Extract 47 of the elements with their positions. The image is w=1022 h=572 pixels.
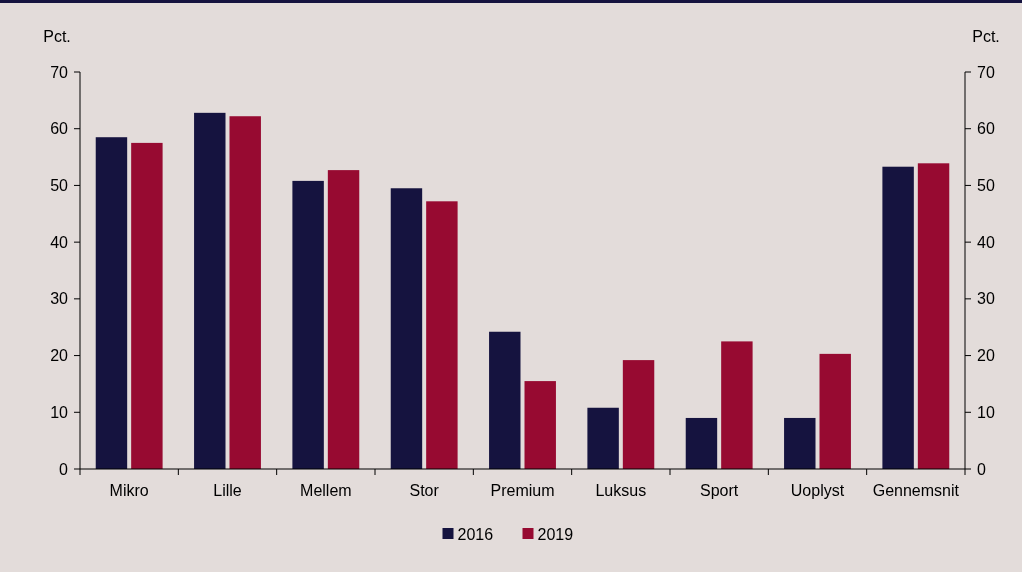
bar [131,142,163,469]
y2-axis-title: Pct. [972,28,1000,45]
bar [327,170,360,469]
bar [784,417,816,469]
y2-tick-label: 30 [977,290,995,308]
x-tick-label: Premium [490,482,555,499]
x-tick-label: Sport [700,482,739,499]
bar [721,341,753,469]
bar [426,201,458,469]
x-tick-label: Gennemsnit [872,482,960,499]
legend-label: 2016 [457,525,494,543]
bar [390,188,423,469]
bar [229,116,261,469]
bar [882,166,914,469]
y2-tick-label: 40 [977,233,995,251]
x-tick-label: Luksus [595,482,647,499]
y-tick-label: 0 [59,460,69,478]
y-tick-label: 20 [50,347,69,365]
bar [685,417,718,469]
y2-tick-label: 60 [977,120,995,138]
y2-tick-label: 0 [977,460,986,478]
bar [292,180,324,469]
y-tick-label: 50 [50,177,69,195]
bar [524,381,556,469]
y-tick-label: 60 [50,120,69,138]
y-tick-label: 40 [50,233,69,251]
x-tick-label: Lille [213,482,242,499]
legend-label: 2019 [537,525,574,543]
x-tick-label: Mellem [300,482,352,499]
x-tick-label: Mikro [109,482,149,499]
y-tick-label: 70 [50,63,69,81]
bar [194,112,226,469]
bar [819,353,851,469]
x-tick-label: Stor [409,482,440,499]
bar [489,331,521,469]
bar [95,137,128,469]
bar [587,407,619,469]
y-axis-title: Pct. [43,28,71,45]
y-tick-label: 30 [50,290,69,308]
y2-tick-label: 10 [977,403,995,421]
y2-tick-label: 20 [977,347,995,365]
y2-tick-label: 70 [977,63,995,81]
x-tick-label: Uoplyst [790,482,845,499]
bar [917,163,950,469]
bar [622,360,655,469]
y-tick-label: 10 [50,403,69,421]
y2-tick-label: 50 [977,177,995,195]
